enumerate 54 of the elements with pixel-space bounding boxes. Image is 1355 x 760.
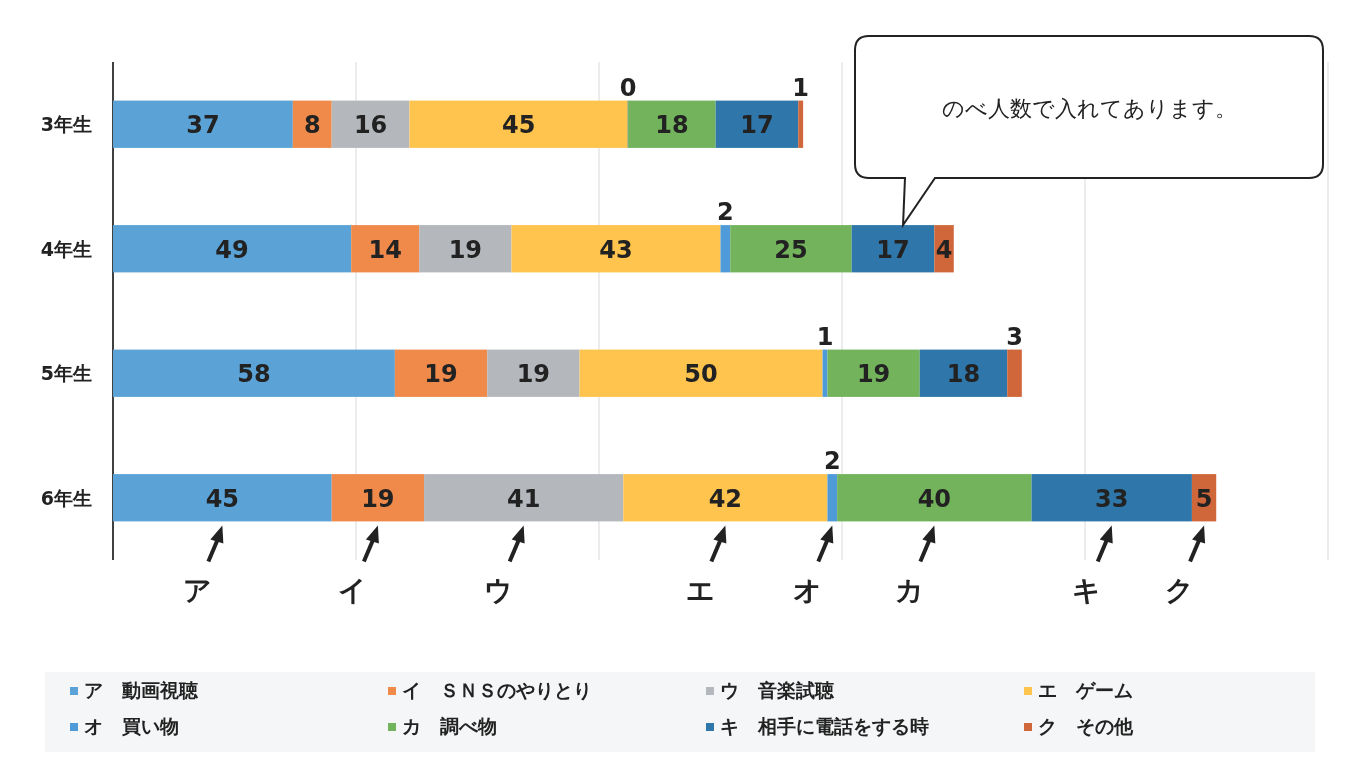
data-label: 33 [1095, 484, 1129, 513]
data-label: 19 [448, 235, 483, 264]
data-label: 19 [856, 360, 891, 389]
data-label: 4 [935, 235, 953, 264]
legend-label: ク その他 [1038, 715, 1134, 737]
data-label: 14 [368, 235, 402, 264]
legend-label: オ 買い物 [84, 715, 179, 737]
text: ア [182, 574, 212, 607]
data-label: 37 [186, 111, 220, 140]
legend-label: ア 動画視聴 [84, 679, 199, 701]
y-tick-label: 6年生 [40, 486, 92, 509]
data-label: 2 [823, 447, 841, 476]
data-label: 58 [237, 360, 271, 389]
data-label: 17 [876, 235, 910, 264]
y-tick-label: 5年生 [40, 362, 92, 385]
annotation: のべ人数で入れてあります。 [941, 96, 1237, 121]
data-label: 8 [303, 111, 321, 140]
data-label: 19 [361, 484, 395, 513]
text: カ [894, 574, 924, 607]
data-label: 50 [684, 360, 718, 389]
data-label: 16 [353, 111, 388, 140]
y-tick-label: 4年生 [40, 237, 92, 260]
data-label: 1 [816, 322, 834, 351]
text: キ [1072, 574, 1102, 607]
data-label: 17 [740, 111, 774, 140]
data-label: 25 [774, 235, 808, 264]
text: エ [685, 574, 715, 607]
data-label: 18 [655, 111, 689, 140]
text: イ [338, 574, 368, 607]
data-label: 43 [599, 235, 633, 264]
data-label: 18 [946, 360, 981, 389]
legend-label: イ ＳＮＳのやりとり [402, 679, 592, 701]
legend-label: キ 相手に電話をする時 [720, 715, 929, 737]
data-label: 1 [792, 73, 810, 102]
data-label: 0 [619, 73, 637, 102]
data-label: 5 [1195, 484, 1213, 513]
y-tick-label: 3年生 [40, 113, 92, 136]
data-label: 45 [205, 484, 240, 513]
data-label: 3 [1006, 322, 1023, 351]
callout: のべ人数で入れてあります。 [854, 35, 1324, 227]
data-label: 19 [516, 360, 551, 389]
legend-label: カ 調べ物 [402, 715, 497, 737]
text: オ [792, 574, 822, 607]
data-label: 45 [502, 111, 536, 140]
data-label: 40 [917, 484, 952, 513]
legend-label: ウ 音楽試聴 [720, 679, 835, 701]
text: ク [1164, 574, 1194, 607]
data-label: 49 [215, 235, 249, 264]
legend-label: エ ゲーム [1038, 679, 1133, 701]
text: ウ [484, 574, 514, 607]
data-label: 41 [506, 484, 541, 513]
data-label: 19 [424, 360, 458, 389]
data-label: 2 [717, 198, 734, 227]
data-label: 42 [708, 484, 743, 513]
